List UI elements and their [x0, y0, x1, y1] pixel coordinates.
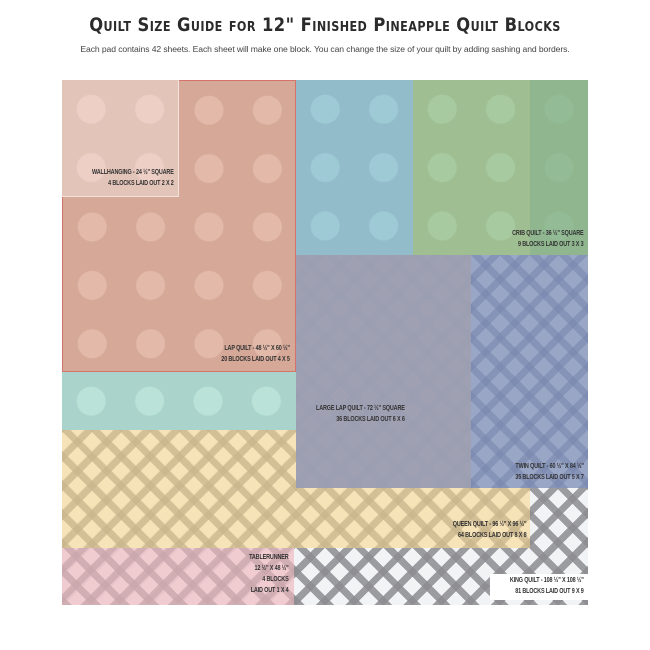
tablerunner-area	[62, 548, 294, 605]
tablerunner-label: Tablerunner 12 ½" x 48 ½" 4 Blocks Laid …	[249, 554, 290, 594]
quilt-size-diagram	[62, 80, 588, 605]
wallhanging-label: Wallhanging - 24 ½" Square 4 Blocks Laid…	[92, 169, 174, 187]
crib-quilt-edge	[530, 80, 588, 255]
twin-quilt-overlap	[296, 255, 471, 488]
wallhanging-area	[62, 80, 179, 197]
page-title: Quilt Size Guide for 12" Finished Pineap…	[89, 14, 561, 36]
crib-quilt-label: Crib Quilt - 36 ½" Square 9 Blocks Laid …	[512, 230, 585, 248]
king-quilt-label-background	[490, 574, 588, 600]
page-subtitle: Each pad contains 42 sheets. Each sheet …	[80, 44, 570, 54]
lap-quilt-label: Lap Quilt - 48 ½" x 60 ½" 20 Blocks Laid…	[221, 345, 291, 363]
large-lap-quilt-label: Large Lap Quilt - 72 ½" Square 36 Blocks…	[316, 405, 405, 423]
queen-quilt-label: Queen Quilt - 96 ½" x 96 ½" 64 Blocks La…	[452, 521, 526, 539]
twin-quilt-label: Twin Quilt - 60 ½" x 84 ½" 35 Blocks Lai…	[515, 463, 585, 481]
king-quilt-label: King Quilt - 108 ½" x 108 ½" 81 Blocks L…	[510, 577, 584, 595]
